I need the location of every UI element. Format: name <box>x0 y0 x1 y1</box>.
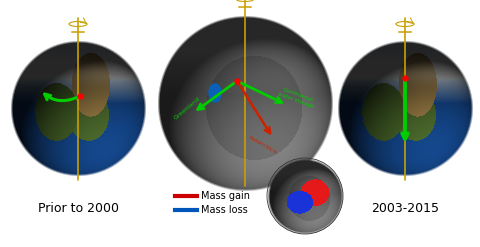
Text: Continental
water storage: Continental water storage <box>277 86 317 110</box>
Ellipse shape <box>209 84 221 102</box>
Text: Antarctica: Antarctica <box>248 135 278 155</box>
Text: Greenland: Greenland <box>173 96 201 121</box>
Text: Mass gain: Mass gain <box>201 191 250 201</box>
Text: 2003-2015: 2003-2015 <box>371 202 439 215</box>
Text: Mass loss: Mass loss <box>201 205 248 215</box>
Text: Prior to 2000: Prior to 2000 <box>37 202 119 215</box>
